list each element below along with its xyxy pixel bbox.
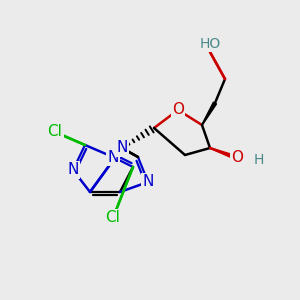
Text: N: N — [116, 140, 128, 155]
Text: N: N — [107, 149, 119, 164]
Text: N: N — [67, 163, 79, 178]
Polygon shape — [202, 102, 217, 125]
Text: N: N — [67, 163, 79, 178]
Text: Cl: Cl — [106, 211, 120, 226]
Text: HO: HO — [200, 37, 220, 51]
Text: N: N — [142, 175, 154, 190]
Text: O: O — [172, 103, 184, 118]
Text: Cl: Cl — [48, 124, 62, 140]
Polygon shape — [210, 148, 238, 160]
Text: HO: HO — [200, 37, 220, 51]
Text: O: O — [231, 151, 243, 166]
Text: N: N — [107, 149, 119, 164]
Text: O: O — [231, 151, 243, 166]
Text: Cl: Cl — [48, 124, 62, 140]
Text: N: N — [142, 175, 154, 190]
Text: N: N — [116, 140, 128, 155]
Text: Cl: Cl — [106, 211, 120, 226]
Text: H: H — [254, 153, 264, 167]
Text: H: H — [254, 153, 264, 167]
Text: O: O — [172, 103, 184, 118]
